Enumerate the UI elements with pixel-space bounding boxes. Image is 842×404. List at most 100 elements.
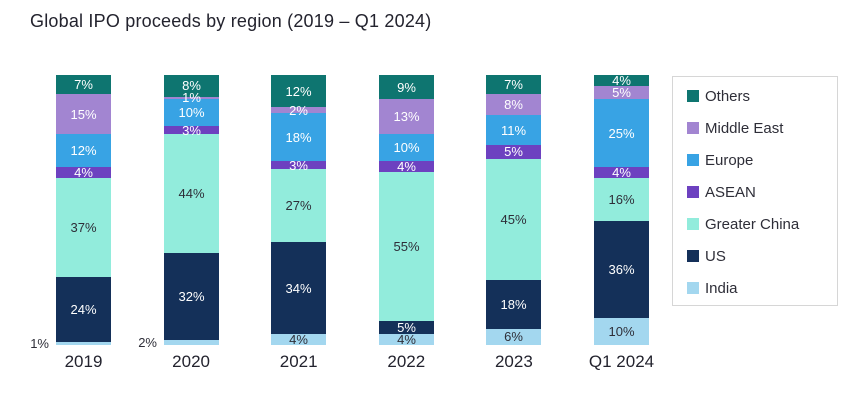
segment-asean-2020: 3% [164,122,219,138]
segment-middle-east-2022: 13% [379,99,434,135]
value-label-asean-2019: 4% [74,164,93,180]
legend-label-india: India [705,279,738,297]
value-label-others-2022: 9% [397,79,416,95]
value-label-us-2019: 24% [70,302,97,318]
value-label-india-2020: 2% [138,334,157,350]
legend-label-asean: ASEAN [705,183,756,201]
legend-swatch-greater-china [687,218,699,230]
x-axis-label-q1-2024: Q1 2024 [588,352,655,371]
legend-swatch-europe [687,154,699,166]
value-label-middle-east-2019: 15% [70,106,97,122]
legend-swatch-middle-east [687,122,699,134]
value-label-greater-china-2019: 37% [70,220,97,236]
legend-swatch-asean [687,186,699,198]
value-label-europe-2019: 12% [70,143,97,159]
bar-2023: 7% 8% 11% 5% 45% 18% 6% [486,75,541,345]
value-label-us-2022: 5% [397,319,416,335]
value-label-asean-2021: 3% [289,157,308,173]
value-label-greater-china-2021: 27% [285,198,312,214]
bar-2019: 7% 15% 12% 4% 37% 24% 1% [30,75,111,350]
value-label-india-2023: 6% [504,329,523,345]
segment-india-2021: 4% [271,333,326,346]
value-label-us-q1-2024: 36% [608,261,635,277]
legend-item-middle-east: Middle East [687,112,837,144]
segment-others-2019: 7% [56,75,111,94]
value-label-others-2019: 7% [74,76,93,92]
segment-others-2022: 9% [379,75,434,100]
segment-asean-2021: 3% [271,157,326,173]
bar-2020: 8% 1% 10% 3% 44% 32% 2% [138,75,219,349]
segment-us-q1-2024: 36% [594,220,649,318]
chart-title: Global IPO proceeds by region (2019 – Q1… [30,11,432,31]
legend-label-middle-east: Middle East [705,119,784,137]
value-label-europe-2023: 11% [500,122,527,138]
value-label-greater-china-2022: 55% [393,238,420,254]
value-label-middle-east-q1-2024: 5% [612,85,631,101]
value-label-india-2019: 1% [30,336,49,352]
segment-greater-china-q1-2024: 16% [594,177,649,221]
segment-europe-2022: 10% [379,134,434,162]
x-axis-label-2022: 2022 [387,352,426,371]
value-label-asean-2020: 3% [182,122,201,138]
segment-asean-2023: 5% [486,145,541,159]
segment-india-2023: 6% [486,328,541,345]
x-axis-label-2019: 2019 [64,352,103,371]
legend-item-us: US [687,240,837,272]
value-label-asean-q1-2024: 4% [612,164,631,180]
segment-middle-east-2019: 15% [56,93,111,135]
x-axis-label-2021: 2021 [279,352,318,371]
bar-q1-2024: 4% 5% 25% 4% 16% 36% 10% [594,74,649,345]
legend-item-asean: ASEAN [687,176,837,208]
value-label-others-2023: 7% [504,76,523,92]
x-axis-label-2020: 2020 [172,352,211,371]
value-label-us-2020: 32% [178,288,205,304]
value-label-greater-china-q1-2024: 16% [608,191,635,207]
segment-middle-east-2023: 8% [486,93,541,116]
value-label-asean-2023: 5% [504,144,523,160]
value-label-india-q1-2024: 10% [608,323,635,339]
segment-asean-2022: 4% [379,159,434,175]
value-label-us-2023: 18% [500,296,527,312]
segment-greater-china-2020: 44% [164,134,219,254]
legend-item-europe: Europe [687,144,837,176]
segment-others-2021: 12% [271,75,326,108]
segment-asean-2019: 4% [56,164,111,180]
value-label-us-2021: 34% [285,280,312,296]
legend-label-others: Others [705,87,751,105]
segment-greater-china-2021: 27% [271,169,326,243]
segment-europe-2020: 10% [164,99,219,127]
x-axis-label-2023: 2023 [494,352,533,371]
segment-middle-east-q1-2024: 5% [594,85,649,101]
value-label-europe-2020: 10% [178,105,205,121]
value-label-greater-china-2020: 44% [178,186,205,202]
value-label-greater-china-2023: 45% [500,211,527,227]
plot-area: 7% 15% 12% 4% 37% 24% 1% 8% 1% 10% 3% 44% 32% 2% 12% 2%… [30,74,656,350]
segment-europe-2019: 12% [56,134,111,167]
value-label-middle-east-2022: 13% [393,109,420,125]
segment-india-q1-2024: 10% [594,317,649,345]
value-label-middle-east-2021: 2% [289,102,308,118]
legend-swatch-others [687,90,699,102]
segment-india-2020: 2% [138,336,219,349]
value-label-middle-east-2020: 1% [182,90,201,106]
value-label-middle-east-2023: 8% [504,97,523,113]
value-label-europe-2022: 10% [393,140,420,156]
value-label-others-2021: 12% [285,83,312,99]
value-label-others-2020: 8% [182,78,201,94]
segment-greater-china-2019: 37% [56,177,111,278]
segment-europe-q1-2024: 25% [594,99,649,167]
segment-europe-2021: 18% [271,112,326,162]
segment-us-2021: 34% [271,242,326,335]
legend-swatch-india [687,282,699,294]
segment-others-2023: 7% [486,75,541,94]
segment-us-2020: 32% [164,253,219,340]
legend-label-europe: Europe [705,151,754,169]
legend: Others Middle East Europe ASEAN Greater Chin… [672,76,838,306]
segment-greater-china-2022: 55% [379,172,434,321]
segment-asean-q1-2024: 4% [594,164,649,180]
segment-others-q1-2024: 4% [594,74,649,87]
bar-2021: 12% 2% 18% 3% 27% 34% 4% [271,75,326,346]
segment-india-2019: 1% [30,337,111,350]
value-label-asean-2022: 4% [397,159,416,175]
segment-us-2019: 24% [56,277,111,343]
